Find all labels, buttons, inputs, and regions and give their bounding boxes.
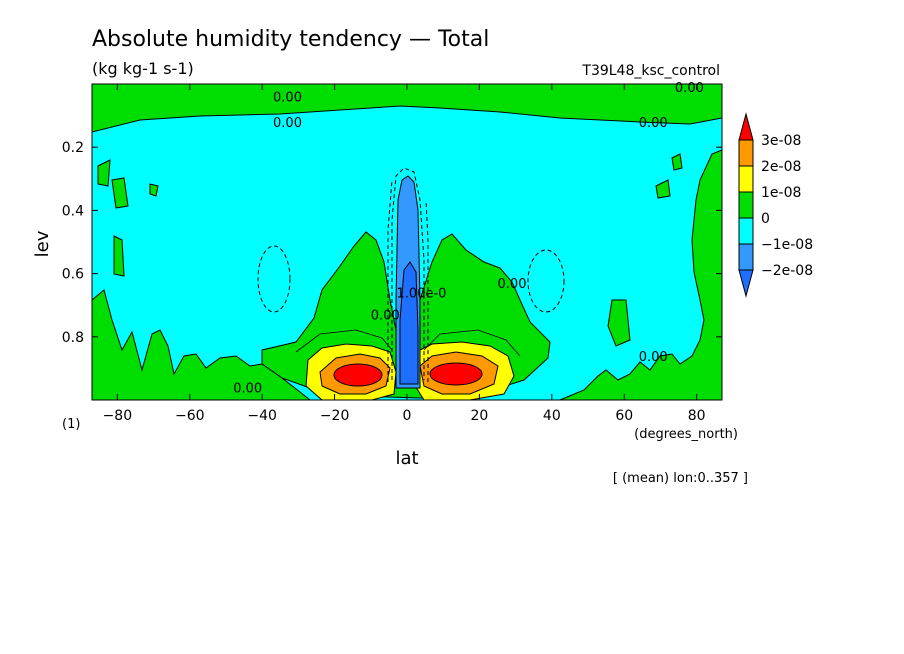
x-axis-units: (degrees_north) [634, 427, 738, 442]
colorbar-label: −1e-08 [761, 237, 813, 253]
field-green-left2 [111, 177, 129, 209]
x-axis: −80 −60 −40 −20 0 20 40 60 80 [103, 84, 706, 424]
chart-units: (kg kg-1 s-1) [92, 59, 194, 78]
x-tick-label: −20 [320, 408, 350, 424]
field-green-right2 [655, 179, 671, 199]
positive-contours [295, 329, 521, 357]
field-green-right1 [559, 149, 722, 400]
field-green-left3 [97, 159, 111, 187]
colorbar: 3e-08 2e-08 1e-08 0 −1e-08 −2e-08 [738, 112, 813, 298]
contour-label: 1.00e-0 [397, 287, 447, 302]
colorbar-swatch [738, 165, 754, 193]
x-tick-label: 60 [615, 408, 633, 424]
experiment-label: T39L48_ksc_control [581, 63, 720, 79]
contour-label: 0.00 [233, 381, 262, 396]
colorbar-swatch [738, 243, 754, 271]
y-tick-label: 0.4 [62, 203, 84, 219]
chart-title: Absolute humidity tendency — Total [92, 27, 489, 52]
y-axis-label: lev [32, 230, 53, 257]
averaging-note: [ (mean) lon:0..357 ] [613, 471, 748, 486]
x-tick-label: −60 [175, 408, 205, 424]
x-tick-label: 40 [543, 408, 561, 424]
field-top-green [92, 84, 722, 133]
field-green-left1 [92, 289, 311, 400]
contour-label: 0.00 [371, 309, 400, 324]
field-green-left5 [149, 183, 159, 197]
y-tick-label: 0.8 [62, 330, 84, 346]
contour-label: 0.00 [675, 81, 704, 96]
field-red-left [333, 363, 383, 387]
colorbar-extend-upper [738, 112, 754, 141]
contour-label: 0.00 [639, 350, 668, 365]
x-tick-label: −40 [247, 408, 277, 424]
field-green-left4 [113, 235, 125, 277]
x-axis-label: lat [395, 448, 418, 469]
y-axis: 0.2 0.4 0.6 0.8 [62, 140, 722, 346]
negative-contours [257, 167, 565, 382]
colorbar-label: −2e-08 [761, 263, 813, 279]
x-tick-label: 20 [470, 408, 488, 424]
field-red-right [429, 362, 483, 386]
colorbar-swatch [738, 217, 754, 245]
colorbar-label: 0 [761, 211, 770, 227]
x-tick-label: −80 [103, 408, 133, 424]
contour-label: 0.00 [639, 116, 668, 131]
colorbar-label: 3e-08 [761, 133, 801, 149]
colorbar-extend-lower [738, 269, 754, 298]
field-green-right4 [607, 299, 631, 347]
colorbar-swatch [738, 139, 754, 167]
contour-label: 0.00 [498, 277, 527, 292]
y-tick-label: 0.6 [62, 267, 84, 283]
contour-labels: 0.00 0.00 0.00 0.00 0.00 0.00 1.00e-0 0.00 0.00 [233, 81, 704, 396]
field-deep-blue-column [399, 261, 419, 385]
colorbar-label: 2e-08 [761, 159, 801, 175]
contour-field [92, 84, 722, 400]
contour-label: 0.00 [273, 91, 302, 106]
contour-label: 0.00 [273, 116, 302, 131]
y-tick-label: 0.2 [62, 140, 84, 156]
y-axis-units: (1) [62, 417, 80, 432]
colorbar-swatch [738, 191, 754, 219]
x-tick-label: 0 [403, 408, 412, 424]
field-green-right3 [671, 153, 683, 171]
x-tick-label: 80 [688, 408, 706, 424]
colorbar-label: 1e-08 [761, 185, 801, 201]
